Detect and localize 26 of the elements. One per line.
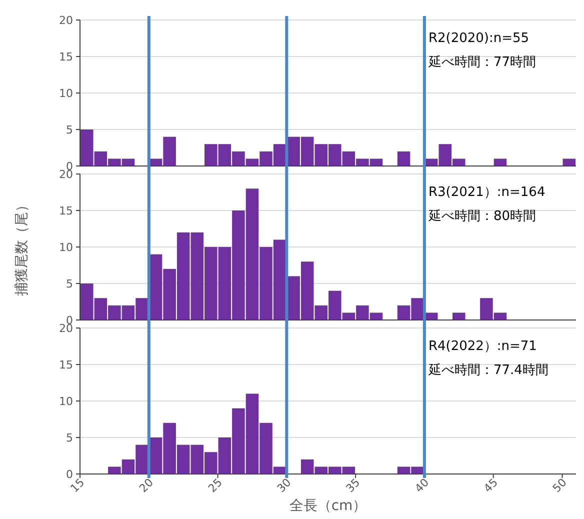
x-tick-label: 25 <box>206 476 225 496</box>
y-axis-title: 捕獲尾数（尾） <box>14 198 30 296</box>
y-tick-label: 20 <box>59 14 73 27</box>
x-tick-label: 20 <box>136 476 156 496</box>
annotation: 延べ時間：80時間 <box>427 209 536 224</box>
annotation: R4(2022）:n=71 <box>428 339 537 354</box>
x-tick-label: 35 <box>344 476 363 496</box>
y-tick-label: 15 <box>59 204 73 218</box>
y-tick-label: 5 <box>66 278 73 290</box>
y-tick-label: 5 <box>66 432 73 444</box>
annotation: R2(2020):n=55 <box>428 31 530 46</box>
x-tick-label: 30 <box>274 476 294 496</box>
y-tick-label: 10 <box>59 395 73 408</box>
y-tick-label: 0 <box>66 468 73 481</box>
x-tick-label: 45 <box>481 476 500 496</box>
x-tick-label: 40 <box>412 476 432 496</box>
annotation: R3(2021）:n=164 <box>428 185 546 200</box>
x-axis-title: 全長（cm） <box>289 498 367 514</box>
y-tick-label: 10 <box>59 87 73 100</box>
x-tick-label: 50 <box>550 476 570 496</box>
y-tick-label: 5 <box>66 124 73 136</box>
annotation: 延べ時間：77.4時間 <box>427 363 548 378</box>
y-tick-label: 15 <box>59 50 73 64</box>
annotation: 延べ時間：77時間 <box>427 55 536 70</box>
y-tick-label: 15 <box>59 358 73 372</box>
y-tick-label: 10 <box>59 241 73 254</box>
